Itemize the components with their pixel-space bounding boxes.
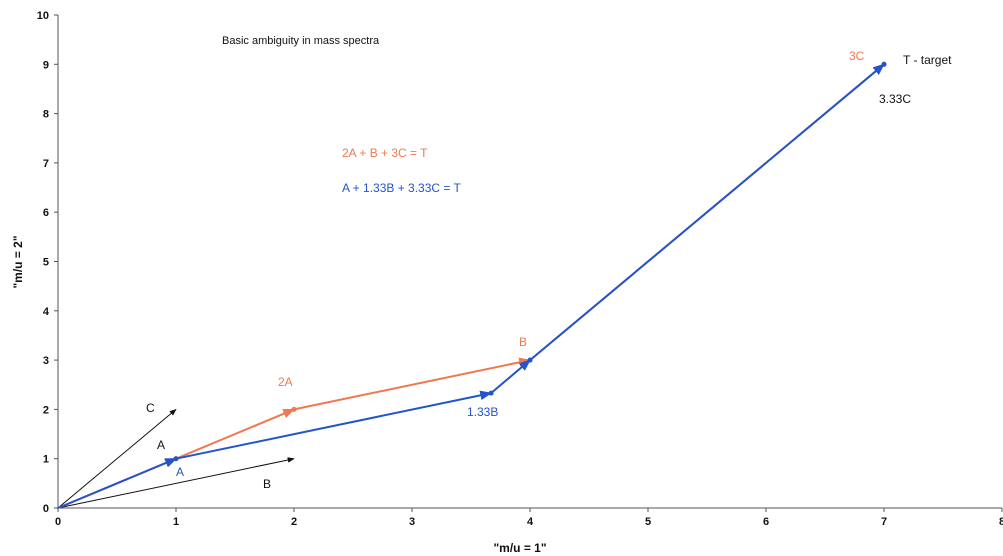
label-c: C <box>146 401 155 415</box>
x-tick-label: 0 <box>55 516 61 528</box>
x-tick-label: 3 <box>409 516 415 528</box>
label-b-orange: B <box>519 335 527 349</box>
y-tick-label: 9 <box>43 59 49 71</box>
x-tick-label: 1 <box>173 516 179 528</box>
label-target: T - target <box>903 53 952 67</box>
x-tick-label: 6 <box>763 516 769 528</box>
equation-blue: A + 1.33B + 3.33C = T <box>342 181 462 195</box>
y-tick-label: 10 <box>37 10 49 22</box>
label-2a: 2A <box>278 375 293 389</box>
blue-path-segment <box>175 390 493 460</box>
y-tick-label: 3 <box>43 355 49 367</box>
label-b-black: B <box>263 477 271 491</box>
orange-path-segment <box>293 357 532 411</box>
blue-path-segment <box>57 457 178 509</box>
y-tick-label: 4 <box>43 306 50 318</box>
x-axis-title: "m/u = 1" <box>493 541 546 555</box>
equation-orange: 2A + B + 3C = T <box>342 146 428 160</box>
y-tick-label: 7 <box>43 158 49 170</box>
orange-path-point <box>291 406 297 412</box>
vector-c <box>57 408 177 509</box>
blue-path-segment <box>490 359 531 395</box>
y-axis-title: "m/u = 2" <box>11 235 25 288</box>
blue-path-segment <box>529 63 885 362</box>
y-tick-label: 1 <box>43 454 49 466</box>
x-tick-label: 5 <box>645 516 651 528</box>
x-tick-label: 2 <box>291 516 297 528</box>
blue-path-point <box>881 61 887 67</box>
x-tick-label: 4 <box>527 516 534 528</box>
label-1-33b: 1.33B <box>467 405 498 419</box>
label-3c: 3C <box>849 49 865 63</box>
label-3-33c: 3.33C <box>879 92 911 106</box>
orange-path-segment <box>175 408 296 460</box>
vector-b <box>57 457 295 509</box>
blue-path-point <box>527 357 533 363</box>
chart-title: Basic ambiguity in mass spectra <box>222 35 380 47</box>
y-tick-label: 2 <box>43 404 49 416</box>
y-tick-label: 0 <box>43 503 49 515</box>
y-tick-label: 6 <box>43 207 49 219</box>
blue-path-point <box>488 390 494 396</box>
series <box>57 61 887 509</box>
y-tick-label: 5 <box>43 257 49 269</box>
x-tick-label: 8 <box>999 516 1003 528</box>
x-tick-label: 7 <box>881 516 887 528</box>
y-tick-label: 8 <box>43 109 49 121</box>
blue-path-point <box>173 456 179 462</box>
axes: 0 1 2 3 4 5 6 7 8 0 1 2 3 4 5 6 7 8 9 10 <box>37 10 1003 528</box>
label-a-blue: A <box>176 465 184 479</box>
label-a-black: A <box>157 438 165 452</box>
